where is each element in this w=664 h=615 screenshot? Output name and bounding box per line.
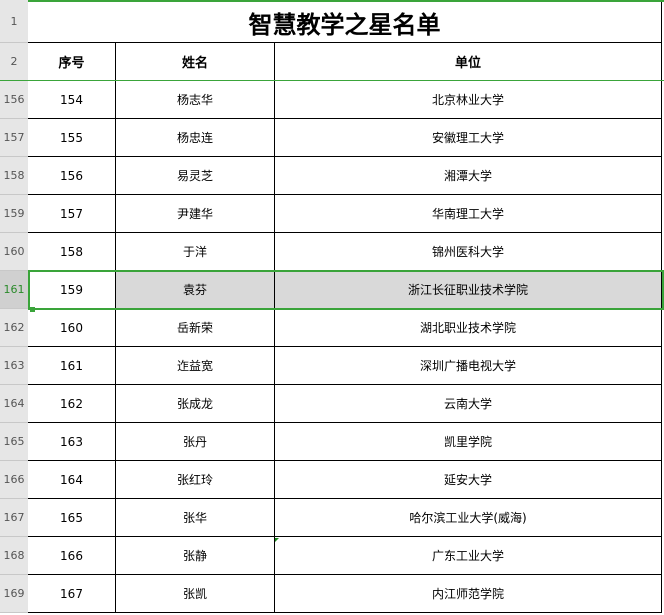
comment-indicator-icon (275, 538, 279, 542)
cell-number[interactable]: 165 (28, 499, 116, 536)
cell-unit[interactable]: 浙江长征职业技术学院 (275, 271, 662, 308)
row-header[interactable]: 167 (0, 499, 28, 537)
cell-unit[interactable]: 云南大学 (275, 385, 662, 422)
cell-name[interactable]: 杨志华 (116, 81, 275, 118)
cell-name[interactable]: 于洋 (116, 233, 275, 270)
table-row: 167 张凯 内江师范学院 (28, 575, 662, 613)
cell-unit[interactable]: 深圳广播电视大学 (275, 347, 662, 384)
row-header[interactable]: 158 (0, 157, 28, 195)
cell-number[interactable]: 166 (28, 537, 116, 574)
selection-top-edge (28, 0, 664, 2)
cell-unit[interactable]: 锦州医科大学 (275, 233, 662, 270)
row-header[interactable]: 157 (0, 119, 28, 157)
row-header[interactable]: 159 (0, 195, 28, 233)
column-header-row: 序号 姓名 单位 (28, 43, 662, 81)
table-row: 154 杨志华 北京林业大学 (28, 81, 662, 119)
cell-number[interactable]: 156 (28, 157, 116, 194)
cell-name[interactable]: 岳新荣 (116, 309, 275, 346)
row-header[interactable]: 160 (0, 233, 28, 271)
cell-name[interactable]: 张成龙 (116, 385, 275, 422)
row-header[interactable]: 168 (0, 537, 28, 575)
cell-number[interactable]: 161 (28, 347, 116, 384)
freeze-line (0, 80, 664, 81)
table-row: 165 张华 哈尔滨工业大学(威海) (28, 499, 662, 537)
row-header[interactable]: 166 (0, 461, 28, 499)
cell-name[interactable]: 张静 (116, 537, 275, 574)
cell-number[interactable]: 155 (28, 119, 116, 156)
table-row: 155 杨忠连 安徽理工大学 (28, 119, 662, 157)
cell-number[interactable]: 167 (28, 575, 116, 612)
cell-unit[interactable]: 内江师范学院 (275, 575, 662, 612)
header-cell-unit[interactable]: 单位 (275, 43, 662, 80)
cell-unit[interactable]: 湖北职业技术学院 (275, 309, 662, 346)
cell-unit[interactable]: 北京林业大学 (275, 81, 662, 118)
cell-number[interactable]: 158 (28, 233, 116, 270)
cell-number[interactable]: 163 (28, 423, 116, 460)
cell-name[interactable]: 张凯 (116, 575, 275, 612)
row-header[interactable]: 164 (0, 385, 28, 423)
table-row: 157 尹建华 华南理工大学 (28, 195, 662, 233)
row-header[interactable]: 162 (0, 309, 28, 347)
cell-name[interactable]: 迮益宽 (116, 347, 275, 384)
table-row: 159 袁芬 浙江长征职业技术学院 (28, 271, 662, 309)
cell-number[interactable]: 157 (28, 195, 116, 232)
table-row: 156 易灵芝 湘潭大学 (28, 157, 662, 195)
cell-name[interactable]: 张丹 (116, 423, 275, 460)
table-row: 160 岳新荣 湖北职业技术学院 (28, 309, 662, 347)
header-cell-number[interactable]: 序号 (28, 43, 116, 80)
cell-unit[interactable]: 哈尔滨工业大学(威海) (275, 499, 662, 536)
cell-number[interactable]: 164 (28, 461, 116, 498)
row-header-2[interactable]: 2 (0, 43, 28, 81)
sheet-title-cell[interactable]: 智慧教学之星名单 (28, 2, 662, 43)
table-row: 164 张红玲 延安大学 (28, 461, 662, 499)
cell-name[interactable]: 尹建华 (116, 195, 275, 232)
table-row: 158 于洋 锦州医科大学 (28, 233, 662, 271)
table-row: 163 张丹 凯里学院 (28, 423, 662, 461)
row-header[interactable]: 161 (0, 271, 28, 309)
row-header[interactable]: 165 (0, 423, 28, 461)
row-header-1[interactable]: 1 (0, 0, 28, 43)
header-cell-name[interactable]: 姓名 (116, 43, 275, 80)
cell-unit[interactable]: 华南理工大学 (275, 195, 662, 232)
cell-number[interactable]: 160 (28, 309, 116, 346)
cell-unit[interactable]: 凯里学院 (275, 423, 662, 460)
cell-name[interactable]: 张华 (116, 499, 275, 536)
cell-number[interactable]: 154 (28, 81, 116, 118)
cell-name[interactable]: 易灵芝 (116, 157, 275, 194)
row-header[interactable]: 169 (0, 575, 28, 613)
cell-unit[interactable]: 湘潭大学 (275, 157, 662, 194)
cell-unit[interactable]: 安徽理工大学 (275, 119, 662, 156)
row-header[interactable]: 156 (0, 81, 28, 119)
cell-unit[interactable]: 广东工业大学 (275, 537, 662, 574)
cell-name[interactable]: 张红玲 (116, 461, 275, 498)
cell-unit[interactable]: 延安大学 (275, 461, 662, 498)
table-row: 161 迮益宽 深圳广播电视大学 (28, 347, 662, 385)
table-row: 166 张静 广东工业大学 (28, 537, 662, 575)
cell-number[interactable]: 159 (28, 271, 116, 308)
cell-number[interactable]: 162 (28, 385, 116, 422)
fill-handle[interactable] (30, 307, 35, 312)
table-row: 162 张成龙 云南大学 (28, 385, 662, 423)
row-header[interactable]: 163 (0, 347, 28, 385)
cell-name[interactable]: 杨忠连 (116, 119, 275, 156)
cell-name[interactable]: 袁芬 (116, 271, 275, 308)
